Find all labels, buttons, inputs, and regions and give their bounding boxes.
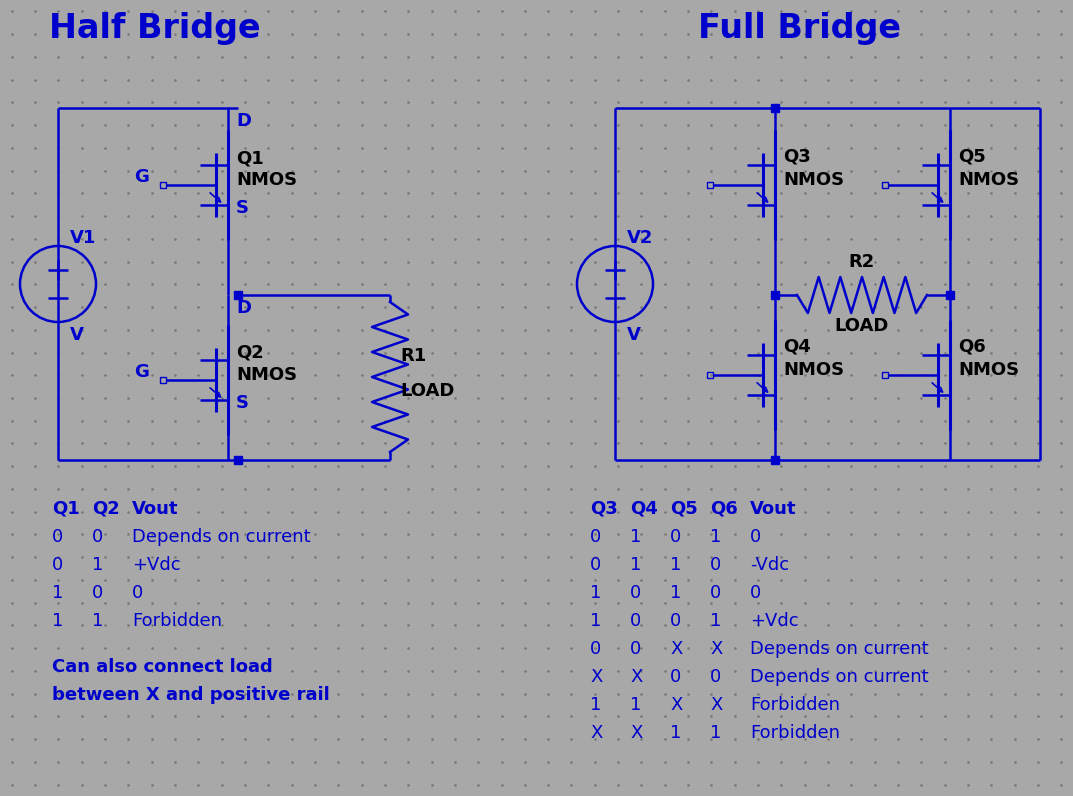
- Text: X: X: [590, 668, 602, 686]
- Text: 1: 1: [590, 696, 601, 714]
- Text: 0: 0: [52, 528, 63, 546]
- Text: S: S: [236, 199, 249, 217]
- Text: Forbidden: Forbidden: [750, 696, 840, 714]
- Text: G: G: [134, 168, 149, 186]
- Bar: [882, 182, 888, 188]
- Text: Half Bridge: Half Bridge: [49, 12, 261, 45]
- Text: R2: R2: [849, 253, 876, 271]
- Text: Depends on current: Depends on current: [750, 640, 928, 658]
- Text: NMOS: NMOS: [236, 171, 297, 189]
- Text: 1: 1: [710, 612, 721, 630]
- Text: 1: 1: [52, 584, 63, 602]
- Text: Q2: Q2: [92, 500, 120, 518]
- Text: Depends on current: Depends on current: [132, 528, 310, 546]
- Text: S: S: [236, 394, 249, 412]
- Bar: [707, 372, 712, 378]
- Text: X: X: [630, 724, 643, 742]
- Text: Q5: Q5: [670, 500, 697, 518]
- Text: 0: 0: [590, 556, 601, 574]
- Text: 0: 0: [630, 612, 642, 630]
- Text: 0: 0: [630, 640, 642, 658]
- Text: D: D: [236, 112, 251, 130]
- Text: 1: 1: [92, 612, 103, 630]
- Text: 1: 1: [630, 556, 642, 574]
- Text: Forbidden: Forbidden: [132, 612, 222, 630]
- Text: +Vdc: +Vdc: [132, 556, 180, 574]
- Text: 0: 0: [590, 640, 601, 658]
- Bar: [160, 182, 166, 188]
- Text: 0: 0: [92, 528, 103, 546]
- Text: 0: 0: [670, 668, 681, 686]
- Bar: [882, 372, 888, 378]
- Text: X: X: [670, 696, 682, 714]
- Text: 1: 1: [52, 612, 63, 630]
- Text: Q5: Q5: [958, 147, 986, 165]
- Text: V1: V1: [70, 229, 97, 247]
- Text: Forbidden: Forbidden: [750, 724, 840, 742]
- Text: Q3: Q3: [783, 147, 811, 165]
- Text: 0: 0: [750, 528, 761, 546]
- Text: Q1: Q1: [52, 500, 79, 518]
- Text: Q1: Q1: [236, 149, 264, 167]
- Text: Depends on current: Depends on current: [750, 668, 928, 686]
- Text: 0: 0: [670, 612, 681, 630]
- Text: 1: 1: [630, 528, 642, 546]
- Text: +Vdc: +Vdc: [750, 612, 798, 630]
- Text: LOAD: LOAD: [835, 317, 890, 335]
- Text: 0: 0: [710, 556, 721, 574]
- Text: X: X: [670, 640, 682, 658]
- Text: Full Bridge: Full Bridge: [699, 12, 901, 45]
- Text: Q3: Q3: [590, 500, 618, 518]
- Bar: [160, 377, 166, 383]
- Text: NMOS: NMOS: [236, 366, 297, 384]
- Text: G: G: [134, 363, 149, 381]
- Bar: [707, 182, 712, 188]
- Text: 0: 0: [710, 668, 721, 686]
- Text: Q4: Q4: [783, 337, 811, 355]
- Text: NMOS: NMOS: [958, 361, 1019, 379]
- Text: LOAD: LOAD: [400, 382, 454, 400]
- Text: V: V: [70, 326, 84, 344]
- Text: Can also connect load: Can also connect load: [52, 658, 273, 676]
- Text: 1: 1: [670, 556, 681, 574]
- Text: V: V: [627, 326, 641, 344]
- Text: R1: R1: [400, 347, 426, 365]
- Text: between X and positive rail: between X and positive rail: [52, 686, 329, 704]
- Text: X: X: [590, 724, 602, 742]
- Text: 1: 1: [630, 696, 642, 714]
- Text: 0: 0: [52, 556, 63, 574]
- Text: X: X: [710, 640, 722, 658]
- Text: Q6: Q6: [710, 500, 738, 518]
- Text: 0: 0: [630, 584, 642, 602]
- Text: X: X: [630, 668, 643, 686]
- Text: V2: V2: [627, 229, 653, 247]
- Text: 1: 1: [92, 556, 103, 574]
- Text: 0: 0: [590, 528, 601, 546]
- Text: Q4: Q4: [630, 500, 658, 518]
- Text: 0: 0: [92, 584, 103, 602]
- Text: Vout: Vout: [132, 500, 178, 518]
- Text: D: D: [236, 299, 251, 317]
- Text: 0: 0: [710, 584, 721, 602]
- Text: 0: 0: [670, 528, 681, 546]
- Text: 1: 1: [710, 724, 721, 742]
- Text: Q2: Q2: [236, 344, 264, 362]
- Text: NMOS: NMOS: [783, 361, 844, 379]
- Text: 0: 0: [132, 584, 144, 602]
- Text: X: X: [710, 696, 722, 714]
- Text: 1: 1: [590, 584, 601, 602]
- Text: NMOS: NMOS: [958, 171, 1019, 189]
- Text: 1: 1: [670, 724, 681, 742]
- Text: Vout: Vout: [750, 500, 796, 518]
- Text: 1: 1: [670, 584, 681, 602]
- Text: 1: 1: [590, 612, 601, 630]
- Text: Q6: Q6: [958, 337, 986, 355]
- Text: NMOS: NMOS: [783, 171, 844, 189]
- Text: 0: 0: [750, 584, 761, 602]
- Text: -Vdc: -Vdc: [750, 556, 789, 574]
- Text: 1: 1: [710, 528, 721, 546]
